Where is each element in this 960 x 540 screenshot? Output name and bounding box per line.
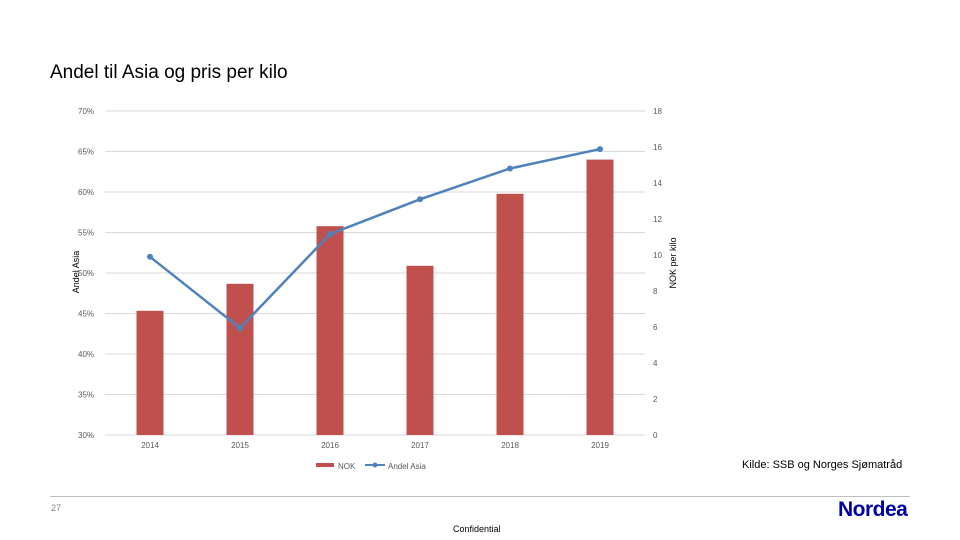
- y2-axis-title: NOK per kilo: [668, 237, 678, 288]
- y2-tick-label: 4: [653, 359, 658, 368]
- y-tick-label: 30%: [78, 431, 94, 440]
- series-line-andel-asia: [149, 147, 601, 330]
- y-tick-label: 70%: [78, 107, 94, 116]
- bar: [136, 310, 164, 435]
- page-number: 27: [51, 503, 62, 513]
- bar: [496, 193, 524, 435]
- y2-tick-label: 14: [653, 179, 662, 188]
- nordea-logo: Nordea: [838, 498, 908, 521]
- combo-chart: 70% 65% 60% 55% 50% 45% 40% 35% 30% 18 16 14 12 10 8 6 4…: [71, 107, 678, 471]
- x-tick-label: 2017: [411, 441, 429, 450]
- legend-label-nok: NOK: [338, 462, 356, 471]
- y2-tick-label: 16: [653, 143, 662, 152]
- chart-title: Andel til Asia og pris per kilo: [50, 62, 288, 83]
- line-point: [327, 231, 333, 238]
- bar: [406, 265, 434, 435]
- x-tick-label: 2016: [321, 441, 339, 450]
- y-tick-label: 50%: [78, 269, 94, 278]
- y-tick-label: 40%: [78, 350, 94, 359]
- line-point: [237, 325, 243, 332]
- source-note: Kilde: SSB og Norges Sjømatråd: [742, 459, 903, 471]
- legend-marker-andel-asia: [372, 462, 378, 468]
- y-tick-label: 55%: [78, 229, 94, 238]
- y-tick-label: 45%: [78, 310, 94, 319]
- bar: [586, 159, 614, 435]
- y2-tick-label: 18: [653, 107, 662, 116]
- legend-label-andel-asia: Andel Asia: [388, 462, 426, 471]
- y2-tick-label: 2: [653, 395, 658, 404]
- x-tick-label: 2015: [231, 441, 249, 450]
- legend-swatch-nok: [316, 463, 334, 467]
- y2-tick-label: 6: [653, 323, 658, 332]
- y-axis-title: Andel Asia: [71, 251, 81, 294]
- y-tick-label: 65%: [78, 148, 94, 157]
- y2-tick-label: 12: [653, 215, 662, 224]
- footer-divider: [50, 496, 910, 497]
- x-tick-label: 2014: [141, 441, 159, 450]
- bar: [226, 283, 254, 435]
- y2-tick-label: 10: [653, 251, 662, 260]
- x-tick-label: 2019: [591, 441, 609, 450]
- line-point: [147, 253, 153, 260]
- y-tick-label: 60%: [78, 188, 94, 197]
- y2-tick-label: 0: [653, 431, 658, 440]
- x-tick-label: 2018: [501, 441, 519, 450]
- bar: [316, 226, 344, 435]
- line-point: [417, 196, 423, 203]
- line-point: [507, 165, 513, 172]
- line-point: [597, 146, 603, 153]
- y2-tick-label: 8: [653, 287, 658, 296]
- y-tick-label: 35%: [78, 391, 94, 400]
- confidential-label: Confidential: [453, 524, 501, 534]
